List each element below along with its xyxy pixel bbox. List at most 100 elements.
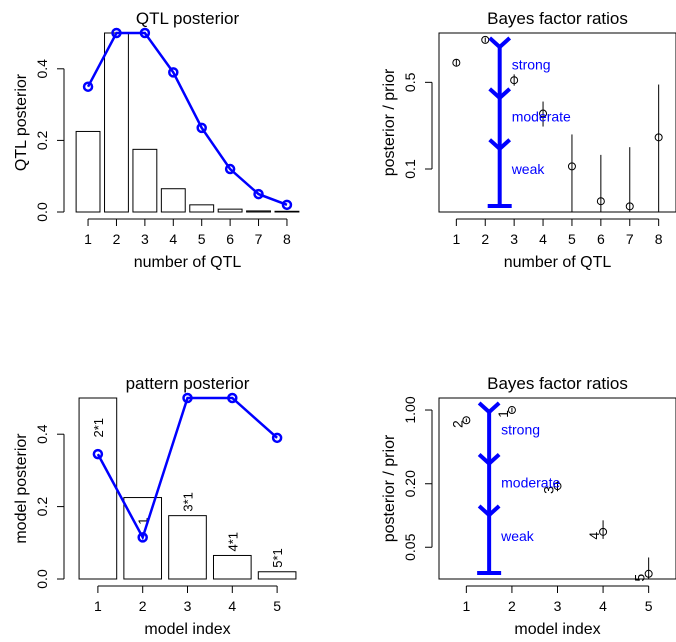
x-tick-label: 3 [184, 598, 192, 614]
series-point [271, 432, 283, 444]
series-point [196, 122, 207, 134]
y-tick-label: 0.0 [34, 569, 50, 589]
series-line [86, 31, 288, 207]
chart-panel-2: strong moderate weak Bayes factor ratios num… [381, 9, 676, 271]
evidence-label: weak [511, 161, 546, 177]
arrow-head [477, 401, 501, 415]
x-tick-label: 6 [226, 231, 234, 247]
data-point [553, 482, 562, 491]
data-point [599, 527, 608, 536]
data-point [625, 202, 634, 211]
x-axis-label: model index [144, 621, 230, 638]
point-label: 3 [541, 486, 557, 494]
x-tick-label: 5 [273, 598, 281, 614]
chart-panel-4: 2 1 3 4 5 strong moderate weak Bayes factor rati… [381, 374, 676, 638]
x-tick-label: 3 [510, 231, 518, 247]
x-tick-label: 2 [481, 231, 489, 247]
x-tick-label: 4 [599, 598, 607, 614]
x-tick-label: 8 [655, 231, 663, 247]
data-point [644, 569, 653, 578]
chart-title: Bayes factor ratios [487, 374, 628, 393]
data-point [507, 406, 516, 415]
evidence-label: strong [512, 56, 551, 72]
data-point [567, 162, 576, 171]
bar-label: 3*1 [181, 492, 196, 512]
y-tick-label: 0.5 [402, 72, 418, 92]
bar [257, 571, 297, 580]
bar [75, 130, 101, 213]
series-point [227, 392, 238, 404]
series-point [82, 81, 94, 92]
bar [132, 148, 158, 213]
point-label: 5 [632, 574, 648, 582]
x-tick-label: 3 [141, 231, 149, 247]
x-tick-label: 5 [645, 598, 653, 614]
y-axis-label: model posterior [13, 433, 30, 544]
chart-panel-3: 2*1 1 3*1 4*1 5*1 pattern posterior model inde… [13, 374, 297, 638]
series-point [182, 392, 193, 404]
bar [123, 497, 163, 580]
series-point [224, 163, 236, 175]
bar-label: 5*1 [270, 548, 285, 568]
point-label: 1 [495, 410, 511, 418]
series-point [168, 67, 179, 78]
arrow-head [488, 87, 512, 101]
x-tick-label: 5 [568, 231, 576, 247]
evidence-label: moderate [501, 475, 560, 491]
point-label: 4 [586, 532, 602, 540]
bar [104, 32, 129, 213]
y-axis-label: posterior / prior [381, 68, 398, 176]
data-point [510, 76, 519, 85]
x-tick-label: 7 [255, 231, 263, 247]
evidence-label: strong [501, 422, 540, 438]
y-tick-label: 0.2 [34, 497, 50, 517]
chart-title: pattern posterior [126, 374, 250, 393]
chart-panel-1: QTL posterior number of QTL QTL posterior 1… [13, 9, 300, 271]
arrow-head [477, 504, 501, 518]
y-tick-label: 0.0 [34, 202, 50, 222]
series-point [137, 532, 148, 543]
y-axis-label: QTL posterior [13, 73, 30, 171]
bar [160, 188, 186, 213]
series-line [96, 396, 278, 541]
x-tick-label: 2 [139, 598, 147, 614]
y-tick-label: 0.05 [402, 533, 418, 560]
x-tick-label: 1 [452, 231, 460, 247]
x-tick-label: 4 [228, 598, 236, 614]
bar [246, 210, 271, 213]
plot-box [438, 32, 676, 213]
data-point [654, 133, 663, 142]
evidence-label: weak [500, 528, 535, 544]
data-point [596, 197, 605, 206]
series-point [253, 188, 264, 200]
y-tick-label: 0.2 [34, 130, 50, 150]
x-tick-label: 5 [198, 231, 206, 247]
series-point [139, 27, 151, 39]
chart-title: Bayes factor ratios [487, 9, 628, 28]
data-point [481, 35, 490, 44]
bar [189, 204, 215, 213]
x-tick-label: 1 [94, 598, 102, 614]
bar-label: 2*1 [91, 418, 106, 438]
series-point [92, 448, 104, 460]
x-tick-label: 7 [626, 231, 634, 247]
x-tick-label: 1 [462, 598, 470, 614]
series-point [281, 199, 293, 211]
data-point [452, 58, 461, 67]
x-axis-label: model index [514, 621, 600, 638]
evidence-label: moderate [512, 109, 571, 125]
x-tick-label: 1 [84, 231, 92, 247]
x-tick-label: 2 [508, 598, 516, 614]
plot-box [438, 397, 676, 580]
y-tick-label: 0.4 [34, 424, 50, 444]
arrow-head [477, 453, 501, 467]
x-tick-label: 2 [113, 231, 121, 247]
series-point [111, 27, 122, 39]
x-tick-label: 8 [283, 231, 291, 247]
x-tick-label: 4 [169, 231, 177, 247]
x-tick-label: 6 [597, 231, 605, 247]
bar [212, 554, 252, 580]
arrow-head [488, 138, 512, 152]
x-axis-label: number of QTL [134, 254, 242, 271]
